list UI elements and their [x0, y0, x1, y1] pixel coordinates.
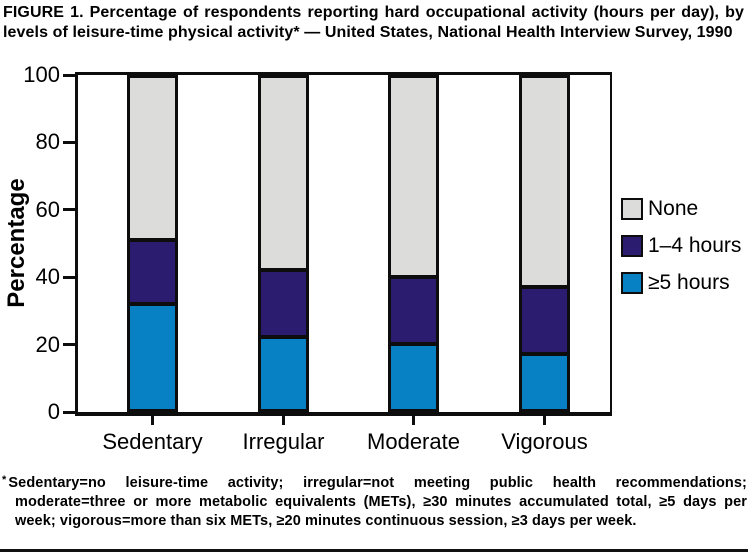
- x-axis-label-vigorous: Vigorous: [501, 429, 588, 454]
- bar-segment-none: [128, 76, 177, 241]
- legend-label: None: [648, 197, 699, 220]
- bar-sedentary: [127, 75, 178, 412]
- x-axis-label-sedentary: Sedentary: [102, 429, 203, 454]
- figure-title: FIGURE 1. Percentage of respondents repo…: [3, 4, 744, 41]
- y-tick-label: 40: [35, 264, 60, 290]
- y-tick-label: 80: [35, 129, 60, 155]
- x-axis-label-irregular: Irregular: [242, 429, 325, 454]
- bar-segment--5-hours: [259, 337, 308, 411]
- bar-irregular: [258, 75, 309, 412]
- legend-label: ≥5 hours: [648, 271, 730, 294]
- y-tick: [63, 140, 78, 144]
- legend-label: 1–4 hours: [648, 234, 742, 257]
- bar-segment-1-4-hours: [128, 240, 177, 304]
- bar-segment-none: [389, 76, 438, 277]
- y-tick: [63, 410, 78, 414]
- bar-segment--5-hours: [389, 344, 438, 411]
- bar-segment--5-hours: [520, 354, 569, 411]
- y-tick-label: 20: [35, 331, 60, 357]
- legend-swatch: [621, 235, 643, 257]
- legend: None 1–4 hours ≥5 hours: [621, 197, 741, 308]
- footnote-text: Sedentary=no leisure-time activity; irre…: [8, 475, 747, 529]
- legend-item: ≥5 hours: [621, 271, 741, 295]
- x-tick: [412, 416, 415, 425]
- bottom-rule: [0, 549, 748, 552]
- footnote: * Sedentary=no leisure-time activity; irr…: [2, 471, 747, 531]
- y-tick: [63, 208, 78, 212]
- bar-segment-none: [520, 76, 569, 288]
- x-tick: [282, 416, 285, 425]
- bar-vigorous: [519, 75, 570, 412]
- bar-moderate: [388, 75, 439, 412]
- legend-item: 1–4 hours: [621, 234, 741, 258]
- bar-segment-1-4-hours: [259, 270, 308, 338]
- y-tick-label: 60: [35, 196, 60, 222]
- y-tick: [63, 275, 78, 279]
- x-tick: [543, 416, 546, 425]
- y-tick-label: 100: [23, 62, 60, 87]
- legend-swatch: [621, 198, 643, 220]
- x-axis-label-moderate: Moderate: [367, 429, 460, 454]
- y-tick: [63, 343, 78, 347]
- x-tick: [151, 416, 154, 425]
- legend-item: None: [621, 197, 741, 221]
- footnote-marker: *: [2, 474, 7, 486]
- legend-swatch: [621, 272, 643, 294]
- bar-segment--5-hours: [128, 303, 177, 411]
- bar-segment-1-4-hours: [520, 287, 569, 355]
- y-tick-label: 0: [47, 399, 60, 424]
- y-tick: [63, 73, 78, 77]
- bar-segment-none: [259, 76, 308, 271]
- bar-segment-1-4-hours: [389, 277, 438, 344]
